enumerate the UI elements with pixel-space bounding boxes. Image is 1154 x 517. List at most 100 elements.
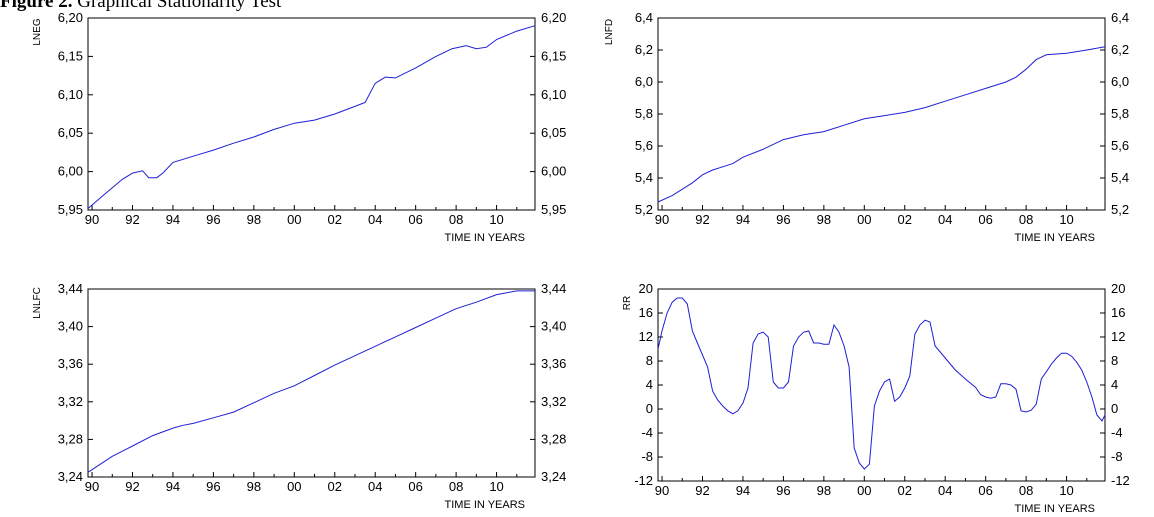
x-tick-label: 96: [206, 479, 220, 494]
y-tick-label-right: 12: [1111, 329, 1125, 344]
y-tick-label-left: 20: [639, 281, 653, 296]
y-tick-label-right: 5,6: [1111, 138, 1129, 153]
y-tick-label-right: 4: [1111, 377, 1118, 392]
y-tick-label-right: 3,24: [541, 469, 566, 484]
y-tick-label-left: -8: [641, 449, 653, 464]
y-tick-label-left: -12: [634, 473, 653, 488]
y-tick-label-right: 3,44: [541, 281, 566, 296]
x-tick-label: 00: [857, 483, 871, 498]
y-tick-label-right: -12: [1111, 473, 1130, 488]
x-tick-label: 96: [776, 483, 790, 498]
x-tick-label: 06: [978, 212, 992, 227]
chart-3-xlabel: TIME IN YEARS: [445, 499, 525, 511]
y-tick-label-right: 5,2: [1111, 202, 1129, 217]
y-tick-label-right: 3,40: [541, 319, 566, 334]
y-tick-label-left: -4: [641, 425, 653, 440]
x-tick-label: 98: [817, 212, 831, 227]
chart-3-plot-frame: [87, 288, 536, 478]
x-tick-label: 02: [898, 483, 912, 498]
x-tick-label: 08: [1019, 212, 1033, 227]
y-tick-label-left: 6,4: [635, 10, 653, 25]
y-tick-label-right: 8: [1111, 353, 1118, 368]
y-tick-label-left: 6,00: [58, 164, 83, 179]
x-tick-label: 90: [85, 212, 99, 227]
y-tick-label-left: 8: [646, 353, 653, 368]
y-tick-label-left: 5,4: [635, 170, 653, 185]
chart-2-series-line: [657, 46, 1106, 203]
figure-caption-text: Graphical Stationarity Test: [77, 0, 282, 12]
y-tick-label-right: 6,05: [541, 125, 566, 140]
x-tick-label: 10: [1059, 483, 1073, 498]
x-tick-label: 94: [166, 212, 180, 227]
y-tick-label-left: 4: [646, 377, 653, 392]
chart-2-ylabel: LNFD: [604, 19, 615, 45]
x-tick-label: 08: [1019, 483, 1033, 498]
y-tick-label-right: 5,95: [541, 202, 566, 217]
x-tick-label: 02: [898, 212, 912, 227]
y-tick-label-left: 5,2: [635, 202, 653, 217]
chart-1: 5,95 5,95 6,00 6,00 6,05 6,05 6,10 6,10 6,15 6,15…: [32, 10, 566, 244]
y-tick-label-right: 6,15: [541, 48, 566, 63]
y-tick-label-left: 5,95: [58, 202, 83, 217]
y-tick-label-left: 6,0: [635, 74, 653, 89]
y-tick-label-left: 16: [639, 305, 653, 320]
y-tick-label-right: 3,32: [541, 394, 566, 409]
x-tick-label: 00: [857, 212, 871, 227]
x-tick-label: 08: [449, 212, 463, 227]
y-tick-label-left: 3,36: [58, 356, 83, 371]
x-tick-label: 00: [287, 479, 301, 494]
y-tick-label-left: 6,20: [58, 10, 83, 25]
y-tick-label-left: 5,6: [635, 138, 653, 153]
y-tick-label-left: 3,44: [58, 281, 83, 296]
chart-1-plot-frame: [87, 17, 536, 211]
chart-1-ylabel: LNEG: [32, 18, 43, 45]
x-tick-label: 08: [449, 479, 463, 494]
x-tick-label: 98: [247, 479, 261, 494]
y-tick-label-right: 5,4: [1111, 170, 1129, 185]
x-tick-label: 06: [408, 479, 422, 494]
y-tick-label-left: 3,28: [58, 431, 83, 446]
y-tick-label-right: 6,2: [1111, 42, 1129, 57]
chart-3: 3,24 3,24 3,28 3,28 3,32 3,32 3,36 3,36 3,40 3,40…: [32, 281, 566, 511]
x-tick-label: 04: [938, 483, 952, 498]
chart-2: 5,2 5,2 5,4 5,4 5,6 5,6 5,8 5,8 6,0 6,0 6,2 6,2 6,4 6…: [604, 10, 1129, 244]
y-tick-label-right: 5,8: [1111, 106, 1129, 121]
y-tick-label-left: 6,2: [635, 42, 653, 57]
y-tick-label-right: 6,4: [1111, 10, 1129, 25]
x-tick-label: 02: [328, 479, 342, 494]
x-tick-label: 04: [938, 212, 952, 227]
figure-label: Figure 2.: [0, 0, 73, 12]
x-tick-label: 00: [287, 212, 301, 227]
x-tick-label: 10: [1059, 212, 1073, 227]
y-tick-label-left: 6,10: [58, 87, 83, 102]
y-tick-label-left: 3,32: [58, 394, 83, 409]
x-tick-label: 92: [125, 212, 139, 227]
chart-1-series-line: [87, 25, 536, 209]
x-tick-label: 92: [125, 479, 139, 494]
chart-4-plot-frame: [657, 288, 1106, 482]
x-tick-label: 94: [166, 479, 180, 494]
x-tick-label: 04: [368, 479, 382, 494]
x-tick-label: 02: [328, 212, 342, 227]
x-tick-label: 98: [247, 212, 261, 227]
x-tick-label: 94: [736, 212, 750, 227]
y-tick-label-right: 16: [1111, 305, 1125, 320]
y-tick-label-right: 6,00: [541, 164, 566, 179]
chart-3-series-line: [87, 290, 535, 473]
chart-2-plot-frame: [657, 17, 1106, 211]
x-tick-label: 94: [736, 483, 750, 498]
x-tick-label: 06: [408, 212, 422, 227]
chart-1-xlabel: TIME IN YEARS: [445, 232, 525, 244]
y-tick-label-right: 6,10: [541, 87, 566, 102]
x-tick-label: 10: [489, 479, 503, 494]
y-tick-label-left: 5,8: [635, 106, 653, 121]
y-tick-label-right: -4: [1111, 425, 1123, 440]
chart-2-xlabel: TIME IN YEARS: [1015, 232, 1095, 244]
chart-3-ylabel: LNLFC: [32, 287, 43, 319]
x-tick-label: 06: [978, 483, 992, 498]
y-tick-label-left: 12: [639, 329, 653, 344]
x-tick-label: 90: [85, 479, 99, 494]
y-tick-label-right: 3,36: [541, 356, 566, 371]
